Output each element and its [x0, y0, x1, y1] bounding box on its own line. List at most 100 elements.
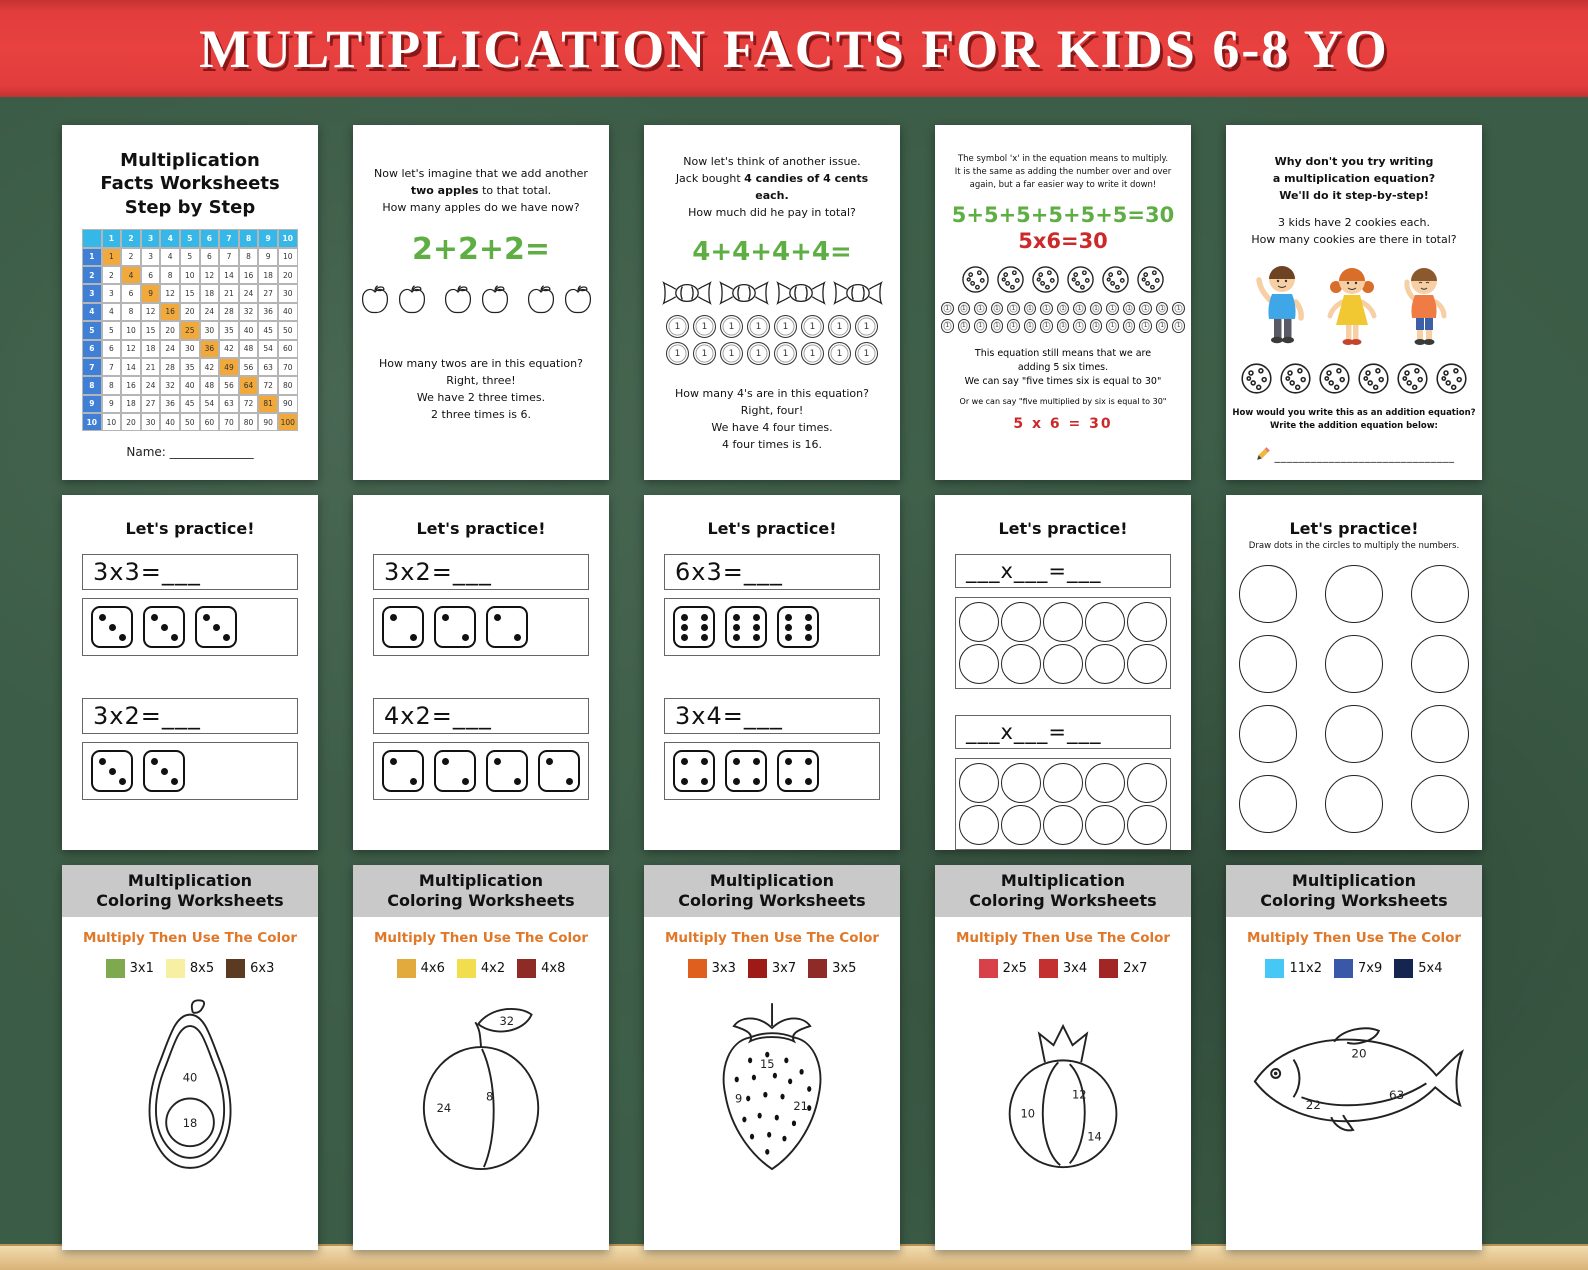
coin-icon: 1	[1155, 301, 1169, 316]
key-label: 6x3	[250, 961, 275, 976]
coloring-instruction: Multiply Then Use The Color	[82, 930, 298, 946]
table-cell: 10	[179, 265, 200, 285]
coin-icon: 1	[941, 319, 954, 333]
table-cell: 6	[82, 339, 102, 358]
color-key: 3x1 8x5 6x3	[105, 959, 275, 978]
worksheet-practice-2: Let's practice! 3x2=___ 4x2=___	[353, 495, 609, 850]
table-cell: 8	[121, 302, 141, 322]
multiplication-circle	[1325, 635, 1383, 693]
table-cell: 16	[160, 302, 180, 322]
practice-title: Let's practice!	[416, 519, 546, 538]
color-key: 11x2 7x9 5x4	[1265, 959, 1443, 978]
table-cell: 7	[82, 357, 102, 377]
table-cell: 30	[277, 284, 298, 303]
equation-box: 3x4=___	[664, 698, 880, 734]
coin-icon: 1	[1023, 301, 1037, 316]
key-item: 4x2	[456, 959, 505, 978]
table-cell: 2	[82, 265, 102, 285]
table-cell: 16	[121, 376, 141, 395]
counting-circle	[959, 805, 999, 845]
table-cell: 9	[258, 247, 278, 266]
title-line: Multiplication	[120, 150, 260, 171]
key-label: 11x2	[1289, 961, 1322, 976]
counting-circle	[1043, 644, 1083, 684]
worksheet-coloring-1: Multiplication Coloring Worksheets Multi…	[62, 865, 318, 1250]
die-icon	[777, 606, 819, 648]
table-cell: 18	[258, 265, 278, 285]
table-cell: 7	[219, 247, 239, 266]
text-line: Write the addition equation below:	[1270, 421, 1438, 432]
counting-circle	[1085, 763, 1125, 803]
final-equation: 5 x 6 = 30	[1013, 416, 1113, 433]
table-cell: 40	[160, 413, 180, 432]
counting-circle	[1085, 644, 1125, 684]
text-line: again, but a far easier way to write it …	[969, 180, 1157, 191]
text-line: two apples to that total.	[359, 182, 603, 199]
cookies-illustration	[1232, 362, 1476, 395]
color-number: 32	[499, 1014, 514, 1028]
worksheet-step-3: Now let's think of another issue. Jack b…	[644, 125, 900, 480]
coin-icon: 1	[747, 315, 770, 339]
coin-icon: 1	[801, 342, 824, 366]
dice-box	[373, 598, 589, 656]
equation-box: 3x2=___	[82, 698, 298, 734]
strawberry-seeds	[734, 1051, 812, 1155]
counting-circle	[1127, 644, 1167, 684]
worksheet-grid: Multiplication Facts Worksheets Step by …	[62, 125, 1482, 1250]
table-cell: 2	[101, 265, 122, 285]
dice-box	[82, 742, 298, 800]
counting-circle	[1001, 644, 1041, 684]
key-item: 3x5	[808, 959, 856, 978]
ten-frame	[955, 597, 1171, 689]
table-cell: 6	[140, 265, 161, 285]
table-cell: 25	[179, 321, 200, 340]
header-line: Multiplication	[1291, 871, 1417, 890]
text-line: We can say "five times six is equal to 3…	[964, 376, 1162, 388]
coin-icon: 1	[855, 342, 878, 366]
addition-equation: 2+2+2=	[411, 232, 551, 268]
counting-circle	[1127, 602, 1167, 642]
coin-icon: 1	[774, 315, 797, 339]
table-cell: 42	[199, 357, 220, 377]
table-cell: 100	[277, 413, 298, 432]
table-cell: 9	[82, 394, 102, 414]
worksheet-coloring-5: Multiplication Coloring Worksheets Multi…	[1226, 865, 1482, 1250]
color-number: 18	[183, 1116, 198, 1130]
counting-circle	[1085, 602, 1125, 642]
key-label: 4x6	[420, 961, 445, 976]
worksheet-coloring-3: Multiplication Coloring Worksheets Multi…	[644, 865, 900, 1250]
candies-illustration	[650, 279, 894, 307]
apples-illustration	[359, 283, 603, 317]
table-cell: 12	[121, 339, 141, 358]
color-number: 40	[183, 1070, 198, 1084]
table-cell: 70	[219, 413, 239, 432]
text-line: Now let's think of another issue.	[683, 155, 861, 168]
header-line: Multiplication	[1000, 871, 1126, 890]
dice-box	[82, 598, 298, 656]
table-cell: 15	[179, 284, 200, 303]
table-cell: 27	[140, 394, 161, 414]
color-number: 8	[486, 1089, 493, 1103]
table-cell: 30	[179, 339, 200, 358]
kid-boy-blue	[1256, 266, 1304, 344]
key-item: 11x2	[1265, 959, 1322, 978]
table-cell: 3	[140, 229, 161, 248]
counting-circle	[1127, 763, 1167, 803]
word-problem: 3 kids have 2 cookies each. How many coo…	[1232, 214, 1476, 248]
table-cell: 50	[277, 321, 298, 340]
worksheet-practice-3: Let's practice! 6x3=___ 3x4=___	[644, 495, 900, 850]
counting-circle	[959, 763, 999, 803]
equation-text: 4x2=___	[384, 702, 492, 730]
multiplication-circle	[1411, 635, 1469, 693]
header-line: Coloring Worksheets	[387, 891, 575, 910]
table-cell: 10	[82, 413, 102, 432]
equation-box: ___x___=___	[955, 715, 1171, 749]
coloring-figure: 32 24 8	[400, 986, 562, 1191]
kid-girl-yellow	[1327, 268, 1377, 346]
text-line: How many apples do we have now?	[382, 201, 580, 215]
text-line: Now let's imagine that we add another	[374, 167, 588, 180]
table-cell: 40	[179, 376, 200, 395]
header-line: Coloring Worksheets	[678, 891, 866, 910]
counting-circle	[959, 644, 999, 684]
header-line: Multiplication	[418, 871, 544, 890]
